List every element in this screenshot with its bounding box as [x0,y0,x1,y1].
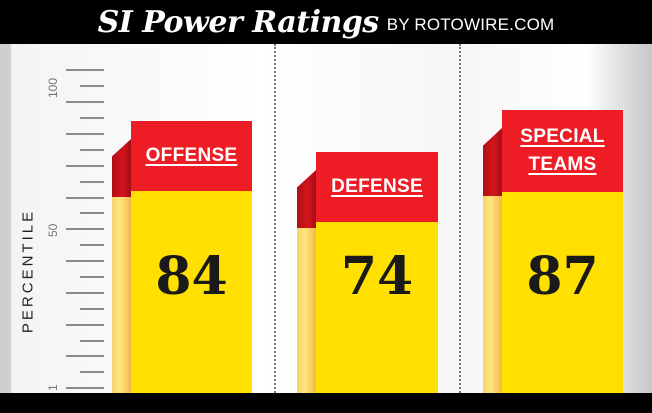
tick-major [66,133,104,135]
bar-side [483,196,502,393]
divider-2 [459,44,461,393]
tick-major [66,228,104,230]
tick-major [66,355,104,357]
y-axis-label: PERCENTILE [19,208,37,334]
tick-minor [80,276,104,278]
header: SI Power Ratings BY ROTOWIRE.COM [0,0,652,44]
tick-major [66,292,104,294]
bar-side-top [297,170,316,228]
bar-defense: DEFENSE 74 [297,152,438,393]
bar-label: DEFENSE [331,176,423,197]
footer-band [0,393,652,413]
bar-side [112,197,131,393]
bar-label-line-2: TEAMS [528,154,597,175]
bar-body [316,222,438,393]
tick-minor [80,244,104,246]
bar-side-top [483,128,502,196]
tick-label-1: 1 [46,384,60,391]
bar-value: 74 [340,246,414,307]
tick-minor [80,371,104,373]
chart-title: SI Power Ratings [97,4,380,40]
tick-minor [80,117,104,119]
tick-minor [80,340,104,342]
tick-minor [80,181,104,183]
bar-label-line-1: SPECIAL [520,126,605,147]
plot-area: PERCENTILE 100 50 1 OFFENSE 84 DEFENSE [0,44,652,393]
tick-label-100: 100 [46,77,60,98]
bar-label-box: DEFENSE [316,152,438,222]
tick-label-50: 50 [46,223,60,237]
tick-major [66,101,104,103]
tick-major [66,260,104,262]
tick-minor [80,212,104,214]
tick-major [66,197,104,199]
tick-minor [80,149,104,151]
bar-value: 87 [526,246,599,307]
bar-value: 84 [155,246,228,307]
bar-label: OFFENSE [145,145,238,166]
tick-major [66,165,104,167]
bar-body [131,191,252,393]
divider-1 [274,44,276,393]
tick-minor [80,308,104,310]
tick-minor [80,85,104,87]
bar-special-teams: SPECIAL TEAMS 87 [483,110,623,393]
bar-body [502,192,623,393]
bar-side-top [112,139,131,197]
tick-major [66,69,104,71]
chart-byline: BY ROTOWIRE.COM [386,15,555,34]
tick-label-1-text: 1 [46,384,60,391]
tick-major [66,387,104,389]
tick-major [66,324,104,326]
bar-side [297,228,316,393]
bar-label-box: OFFENSE [131,121,252,191]
bar-offense: OFFENSE 84 [112,121,252,393]
bar-label-box: SPECIAL TEAMS [502,110,623,192]
